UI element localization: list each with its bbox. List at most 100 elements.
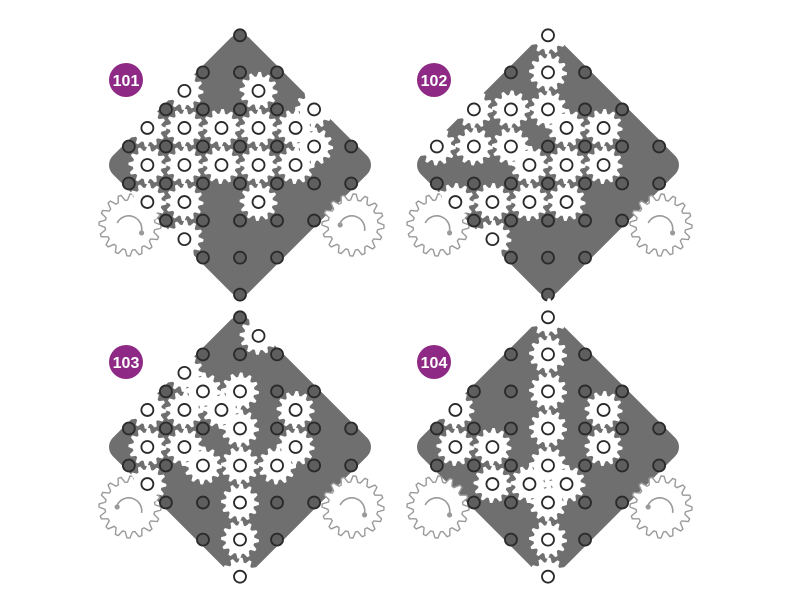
gear-icon[interactable] [239,71,278,110]
peg[interactable] [466,384,481,399]
peg[interactable] [541,250,555,265]
peg[interactable] [307,421,322,436]
peg[interactable] [121,176,136,191]
peg[interactable] [578,532,592,547]
peg[interactable] [196,139,210,154]
peg[interactable] [578,250,592,265]
gear-icon[interactable] [529,298,567,337]
peg[interactable] [196,347,210,362]
gear-icon[interactable] [202,146,241,184]
gear-icon[interactable] [221,483,259,522]
peg[interactable] [578,213,592,228]
gear-icon[interactable] [276,108,315,147]
peg[interactable] [578,65,592,80]
peg[interactable] [466,421,481,436]
peg[interactable] [578,347,592,362]
peg[interactable] [652,458,667,473]
peg[interactable] [652,421,667,436]
peg[interactable] [233,213,247,228]
gear-icon[interactable] [547,146,586,184]
gear-icon[interactable] [165,220,204,259]
peg[interactable] [504,384,518,399]
peg[interactable] [652,139,667,154]
gear-icon[interactable] [128,390,167,429]
gear-icon[interactable] [584,390,623,429]
peg[interactable] [578,139,592,154]
peg[interactable] [158,102,173,117]
peg[interactable] [307,458,322,473]
peg[interactable] [158,176,173,191]
gear-icon[interactable] [473,428,512,466]
peg[interactable] [270,102,284,117]
peg[interactable] [196,102,210,117]
gear-icon[interactable] [473,220,512,259]
peg[interactable] [429,458,444,473]
peg[interactable] [307,176,322,191]
gear-icon[interactable] [547,183,586,222]
peg[interactable] [270,495,284,510]
gear-icon[interactable] [128,183,167,222]
peg[interactable] [233,347,247,362]
peg[interactable] [233,250,247,265]
peg[interactable] [233,65,247,80]
peg[interactable] [578,102,592,117]
peg[interactable] [504,347,518,362]
gear-icon[interactable] [221,520,259,559]
peg[interactable] [270,384,284,399]
peg[interactable] [504,176,518,191]
peg[interactable] [615,176,630,191]
peg[interactable] [196,65,210,80]
peg[interactable] [121,421,136,436]
gear-icon[interactable] [239,183,278,222]
peg[interactable] [578,421,592,436]
gear-icon[interactable] [276,390,315,429]
peg[interactable] [344,139,359,154]
gear-icon[interactable] [454,127,493,166]
peg[interactable] [270,139,284,154]
gear-icon[interactable] [128,428,167,466]
peg[interactable] [158,421,173,436]
peg[interactable] [504,458,518,473]
peg[interactable] [270,421,284,436]
gear-icon[interactable] [584,108,623,147]
peg[interactable] [196,176,210,191]
peg[interactable] [504,495,518,510]
gear-icon[interactable] [529,409,567,448]
peg[interactable] [615,384,630,399]
gear-icon[interactable] [165,183,204,222]
peg[interactable] [344,458,359,473]
peg[interactable] [233,176,247,191]
gear-icon[interactable] [128,465,167,504]
peg[interactable] [158,139,173,154]
peg[interactable] [196,495,210,510]
peg[interactable] [504,532,518,547]
peg[interactable] [578,384,592,399]
gear-icon[interactable] [584,428,623,466]
gear-icon[interactable] [165,108,204,147]
peg[interactable] [344,176,359,191]
peg[interactable] [196,213,210,228]
peg[interactable] [196,532,210,547]
gear-icon[interactable] [547,108,586,147]
peg[interactable] [233,28,247,43]
peg[interactable] [615,421,630,436]
peg[interactable] [578,495,592,510]
gear-icon[interactable] [128,146,167,184]
peg[interactable] [504,65,518,80]
peg[interactable] [615,458,630,473]
peg[interactable] [158,458,173,473]
peg[interactable] [615,495,630,510]
peg[interactable] [121,139,136,154]
gear-icon[interactable] [584,146,623,184]
peg[interactable] [466,458,481,473]
peg[interactable] [158,213,173,228]
gear-icon[interactable] [529,483,567,522]
peg[interactable] [541,176,555,191]
peg[interactable] [121,458,136,473]
peg[interactable] [504,213,518,228]
gear-icon[interactable] [239,146,278,184]
peg[interactable] [307,384,322,399]
gear-icon[interactable] [239,108,278,147]
peg[interactable] [196,250,210,265]
peg[interactable] [270,532,284,547]
